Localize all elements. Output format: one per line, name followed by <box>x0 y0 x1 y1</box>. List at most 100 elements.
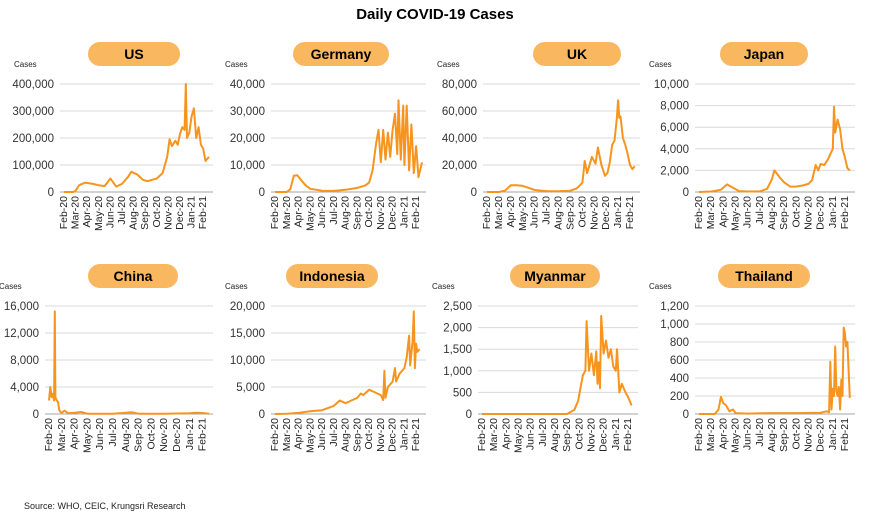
series-line-germany <box>275 99 423 193</box>
y-tick-label: 10,000 <box>654 79 689 91</box>
y-tick-label: 30,000 <box>230 106 265 118</box>
x-tick-label: Oct-20 <box>790 196 802 228</box>
x-tick-label: Apr-20 <box>293 196 305 228</box>
x-tick-label: Oct-20 <box>151 196 163 228</box>
x-tick-label: Jan-21 <box>186 196 198 228</box>
x-tick-label: Aug-20 <box>553 196 565 230</box>
y-tick-label: 6,000 <box>660 122 689 134</box>
y-tick-label: 200,000 <box>12 133 54 145</box>
x-tick-label: Nov-20 <box>802 418 814 452</box>
y-tick-label: 0 <box>471 187 477 199</box>
x-tick-label: Aug-20 <box>340 196 352 230</box>
x-tick-label: Apr-20 <box>717 418 729 450</box>
x-tick-label: Feb-20 <box>58 196 70 229</box>
x-tick-label: Jan-21 <box>610 418 622 450</box>
y-tick-label: 800 <box>670 337 689 349</box>
x-tick-label: Mar-20 <box>56 418 68 451</box>
y-tick-label: 20,000 <box>230 301 265 313</box>
y-axis-unit-label: Cases <box>432 282 455 291</box>
y-tick-label: 1,000 <box>660 319 689 331</box>
x-tick-label: Mar-20 <box>705 196 717 229</box>
y-tick-label: 0 <box>466 409 472 421</box>
chart-title: Daily COVID-19 Cases <box>356 6 514 23</box>
y-tick-label: 40,000 <box>230 79 265 91</box>
line-chart: 0 100,000 200,000 300,000 400,000 Feb-20 Mar-2… <box>12 79 213 231</box>
y-tick-label: 0 <box>33 409 39 421</box>
x-tick-label: Mar-20 <box>70 196 82 229</box>
panel-title-badge: Myanmar <box>510 264 600 288</box>
x-tick-label: Jun-20 <box>742 418 754 450</box>
y-tick-label: 300,000 <box>12 106 54 118</box>
y-tick-label: 15,000 <box>230 328 265 340</box>
x-tick-label: Feb-20 <box>269 196 281 229</box>
line-chart: 0 4,000 8,000 12,000 16,000 Feb-20 Mar-20 Apr-2… <box>4 301 213 453</box>
x-tick-label: Aug-20 <box>766 418 778 452</box>
y-tick-label: 16,000 <box>4 301 39 313</box>
y-tick-label: 400,000 <box>12 79 54 91</box>
x-tick-label: Jul-20 <box>107 418 119 447</box>
y-tick-label: 60,000 <box>442 106 477 118</box>
y-tick-label: 4,000 <box>10 382 39 394</box>
line-chart: 0 200 400 600 800 1,000 1,200 Feb-20 Mar-20 Apr-2… <box>660 301 855 453</box>
x-tick-label: Oct-20 <box>790 418 802 450</box>
x-tick-label: Apr-20 <box>69 418 81 450</box>
x-tick-label: Nov-20 <box>162 196 174 230</box>
x-tick-label: Jan-21 <box>398 196 410 228</box>
x-tick-label: Feb-21 <box>622 418 634 451</box>
y-tick-label: 200 <box>670 391 689 403</box>
panel-title-badge: US <box>88 42 180 66</box>
x-tick-label: Mar-20 <box>281 196 293 229</box>
x-tick-label: May-20 <box>93 196 105 231</box>
series-line-indonesia <box>274 310 421 415</box>
x-tick-label: Oct-20 <box>573 418 585 450</box>
y-tick-label: 20,000 <box>230 133 265 145</box>
line-chart: 0 10,000 20,000 30,000 40,000 Feb-20 Mar-20 Apr… <box>230 79 426 231</box>
panel-title-badge: Thailand <box>718 264 810 288</box>
panel-myanmar: Myanmar Cases 0 500 1,000 1,500 2,000 2,500 Feb-… <box>425 260 640 490</box>
x-tick-label: Feb-20 <box>481 196 493 229</box>
y-axis-unit-label: Cases <box>225 60 248 69</box>
x-tick-label: Sep-20 <box>133 418 145 452</box>
source-note: Source: WHO, CEIC, Krungsri Research <box>24 501 186 511</box>
x-tick-label: Oct-20 <box>363 196 375 228</box>
x-tick-label: Dec-20 <box>815 418 827 452</box>
x-tick-label: Jul-20 <box>328 196 340 225</box>
y-tick-label: 1,000 <box>443 366 472 378</box>
series-line-thailand <box>699 326 851 415</box>
y-tick-label: 12,000 <box>4 328 39 340</box>
y-tick-label: 0 <box>48 187 54 199</box>
y-tick-label: 10,000 <box>230 160 265 172</box>
x-tick-label: Feb-20 <box>693 196 705 229</box>
x-tick-label: Jan-21 <box>612 196 624 228</box>
x-tick-label: Dec-20 <box>600 196 612 230</box>
x-tick-label: Sep-20 <box>778 196 790 230</box>
x-tick-label: Sep-20 <box>778 418 790 452</box>
x-tick-label: Jul-20 <box>537 418 549 447</box>
x-tick-label: Feb-21 <box>839 418 851 451</box>
x-tick-label: Jul-20 <box>116 196 128 225</box>
x-tick-label: Jul-20 <box>541 196 553 225</box>
x-tick-label: Jan-21 <box>827 196 839 228</box>
x-tick-label: Feb-20 <box>269 418 281 451</box>
panel-japan: Japan Cases 0 2,000 4,000 6,000 8,000 10,000 Feb… <box>640 38 855 268</box>
line-chart: 0 500 1,000 1,500 2,000 2,500 Feb-20 Mar-20 Apr-… <box>443 301 638 453</box>
y-tick-label: 0 <box>259 187 265 199</box>
y-tick-label: 10,000 <box>230 355 265 367</box>
x-tick-label: Mar-20 <box>488 418 500 451</box>
x-tick-label: Jul-20 <box>754 196 766 225</box>
panel-thailand: Thailand Cases 0 200 400 600 800 1,000 1,200 Feb-… <box>640 260 855 490</box>
x-tick-label: Oct-20 <box>363 418 375 450</box>
x-tick-label: Nov-20 <box>585 418 597 452</box>
y-tick-label: 500 <box>453 387 472 399</box>
y-tick-label: 2,500 <box>443 301 472 313</box>
x-tick-label: Jul-20 <box>328 418 340 447</box>
x-tick-label: May-20 <box>304 418 316 453</box>
y-tick-label: 4,000 <box>660 144 689 156</box>
x-tick-label: Feb-21 <box>624 196 636 229</box>
x-tick-label: Nov-20 <box>588 196 600 230</box>
panel-title-badge: UK <box>533 42 621 66</box>
panel-us: US Cases 0 100,000 200,000 300,000 400,000 Feb-… <box>0 38 215 268</box>
x-tick-label: Oct-20 <box>576 196 588 228</box>
x-tick-label: May-20 <box>512 418 524 453</box>
